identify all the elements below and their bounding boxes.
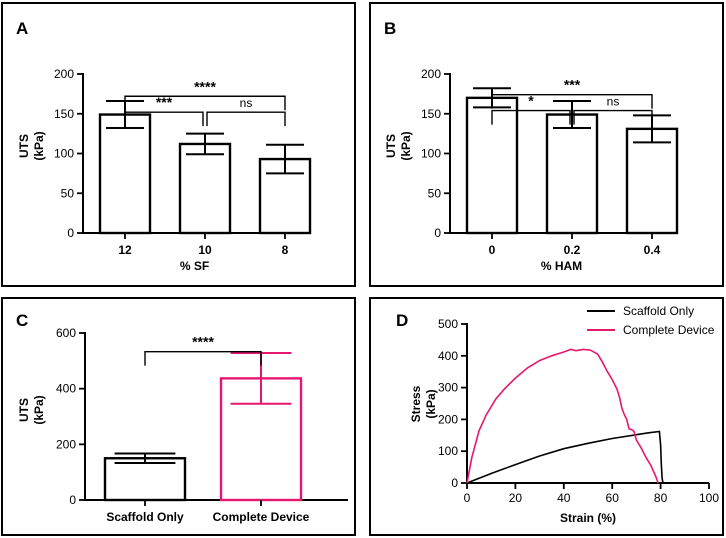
panel-a-significance-bracket — [124, 111, 204, 127]
panel-c-category-label: Scaffold Only — [106, 510, 184, 524]
panel-d-x-tick-label: 60 — [606, 491, 620, 505]
panel-b-significance-label: ns — [607, 95, 620, 109]
panel-d-x-tick-label: 0 — [464, 491, 471, 505]
panel-a-category-label: 8 — [282, 243, 289, 257]
panel-b-letter: B — [384, 19, 396, 38]
panel-c-y-axis-label-line: UTS — [17, 398, 31, 422]
panel-a-significance-bracket — [206, 111, 286, 127]
panel-c-y-tick-label: 600 — [56, 326, 76, 340]
panel-c-y-tick-label: 200 — [56, 437, 76, 451]
panel-d-y-tick-label: 0 — [451, 476, 458, 490]
panel-d-x-tick-label: 80 — [654, 491, 668, 505]
panel-a-y-tick-label: 50 — [61, 186, 75, 200]
panel-a-category-label: 12 — [118, 243, 132, 257]
panel-a-significance-bracket — [124, 95, 286, 111]
panel-b-y-tick-label: 50 — [428, 186, 442, 200]
panel-c-chart: C 0 200 400 600 UTS(kPa) Scaffold Only Complete… — [16, 311, 348, 524]
panel-c-y-tick-label: 400 — [56, 382, 76, 396]
panel-b-y-tick-label: 200 — [421, 67, 441, 81]
panel-d-letter: D — [396, 311, 408, 330]
panel-a-y-tick-label: 150 — [54, 107, 74, 121]
panel-b-bar — [625, 127, 679, 235]
panel-b-frame — [369, 2, 724, 287]
panel-b-y-axis-label-line: UTS — [384, 134, 398, 158]
panel-a-bar — [98, 113, 152, 235]
panel-d-frame — [369, 297, 724, 536]
panel-d-y-tick-label: 300 — [438, 381, 458, 395]
panel-b-significance-bracket — [491, 109, 571, 125]
panel-a-category-label: 10 — [198, 243, 212, 257]
panel-c-bar — [103, 457, 187, 502]
panel-c-significance-bracket — [144, 350, 262, 366]
panel-a-y-axis-label-line: UTS — [17, 134, 31, 158]
panel-a-significance-label: ns — [240, 96, 253, 110]
panel-a-significance-label: *** — [156, 94, 173, 110]
panel-d-y-axis-label: Stress(kPa) — [409, 385, 438, 422]
panel-d-y-axis-label-line: Stress — [409, 385, 423, 422]
panel-c-y-axis-label: UTS(kPa) — [17, 395, 46, 424]
panel-a-bar — [178, 142, 232, 235]
panel-c-letter: C — [16, 311, 28, 330]
panel-b-y-tick-label: 100 — [421, 147, 441, 161]
panel-a-y-axis-label: UTS(kPa) — [17, 131, 46, 160]
panel-d-y-tick-label: 500 — [438, 317, 458, 331]
panel-b-category-label: 0.4 — [644, 243, 661, 257]
panel-b-y-axis-label-line: (kPa) — [399, 131, 413, 160]
panel-b-significance-label: * — [528, 93, 534, 109]
panel-a-x-axis-label: % SF — [180, 259, 209, 273]
panel-d-legend-label: Scaffold Only — [623, 304, 694, 318]
panel-c-significance-label: **** — [192, 334, 214, 350]
panel-d-x-tick-label: 20 — [509, 491, 523, 505]
panel-b-significance-bracket — [573, 109, 653, 125]
panel-a-y-axis-label-line: (kPa) — [32, 131, 46, 160]
panel-d-series-line-scaffold-only — [466, 430, 664, 484]
panel-d-chart: D 0 100 200 300 400 500 0 20 40 60 80 100 Stress(kPa)… — [396, 304, 719, 525]
panel-d-y-tick-label: 400 — [438, 349, 458, 363]
panel-c-y-axis-label-line: (kPa) — [32, 395, 46, 424]
panel-c-y-tick-label: 0 — [69, 493, 76, 507]
panel-d-legend-label: Complete Device — [623, 323, 715, 337]
panel-d-x-tick-label: 100 — [699, 491, 719, 505]
panel-d-y-tick-label: 100 — [438, 444, 458, 458]
panel-b-significance-bracket — [491, 93, 653, 109]
panel-c-category-label: Complete Device — [213, 510, 310, 524]
panel-d-series-line-complete-device — [466, 348, 659, 484]
panel-b-y-tick-label: 150 — [421, 107, 441, 121]
panel-d-y-tick-label: 200 — [438, 412, 458, 426]
panel-d-x-tick-label: 40 — [557, 491, 571, 505]
panel-b-x-axis-label: % HAM — [541, 259, 582, 273]
panel-b-bar — [545, 113, 599, 235]
panel-a-y-tick-label: 200 — [54, 67, 74, 81]
panel-b-y-tick-label: 0 — [434, 226, 441, 240]
panel-a-letter: A — [16, 19, 28, 38]
panel-d-x-axis-label: Strain (%) — [560, 511, 616, 525]
panel-b-significance-label: *** — [564, 77, 581, 93]
panel-a-significance-label: **** — [194, 78, 216, 94]
panel-a-y-tick-label: 100 — [54, 147, 74, 161]
panel-b-category-label: 0.2 — [564, 243, 581, 257]
panel-d-y-axis-label-line: (kPa) — [424, 389, 438, 418]
panel-c-frame — [1, 297, 356, 536]
panel-a-frame — [1, 2, 356, 287]
panel-b-y-axis-label: UTS(kPa) — [384, 131, 413, 160]
panel-b-category-label: 0 — [489, 243, 496, 257]
panel-a-y-tick-label: 0 — [67, 226, 74, 240]
